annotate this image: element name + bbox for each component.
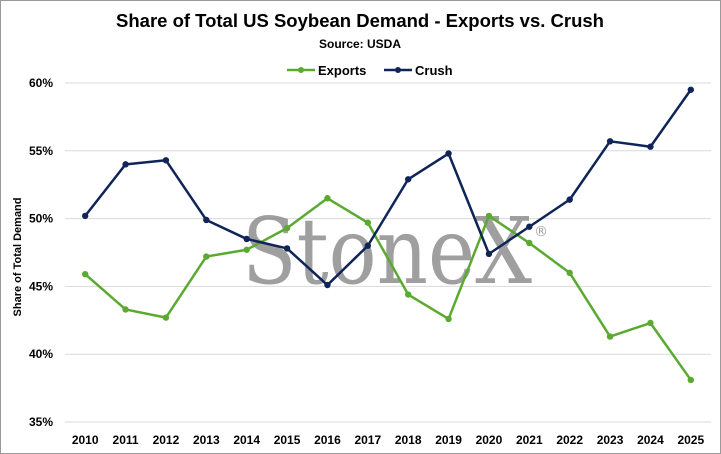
chart-title: Share of Total US Soybean Demand - Expor… — [116, 10, 604, 31]
y-axis-label: Share of Total Demand — [12, 198, 24, 317]
y-tick-labels: 35% 40% 45% 50% 55% 60% — [29, 76, 53, 429]
x-tick-label: 2014 — [233, 433, 260, 447]
data-point-exports — [203, 253, 210, 260]
x-tick-label: 2025 — [677, 433, 704, 447]
series-group — [81, 86, 695, 384]
y-tick-label: 40% — [29, 347, 53, 361]
series-line-crush — [83, 88, 693, 287]
x-tick-label: 2019 — [435, 433, 462, 447]
y-tick-label: 60% — [29, 76, 53, 90]
x-tick-label: 2021 — [516, 433, 543, 447]
x-tick-label: 2013 — [193, 433, 220, 447]
y-tick-label: 55% — [29, 144, 53, 158]
legend-item-crush: Crush — [384, 63, 453, 78]
data-point-crush — [526, 223, 533, 230]
data-point-crush — [203, 216, 210, 224]
data-point-crush — [606, 138, 614, 145]
data-point-exports — [566, 269, 573, 277]
data-point-exports — [81, 270, 89, 278]
data-point-crush — [243, 235, 250, 243]
x-tick-label: 2012 — [153, 433, 180, 447]
data-point-crush — [283, 245, 291, 252]
x-tick-label: 2011 — [113, 433, 139, 447]
legend-marker-crush — [395, 67, 401, 73]
data-point-exports — [364, 219, 372, 226]
data-point-exports — [122, 306, 129, 313]
legend-marker-exports — [298, 67, 304, 73]
x-tick-label: 2020 — [476, 433, 503, 447]
data-point-crush — [445, 150, 452, 157]
gridlines — [65, 82, 711, 423]
data-point-crush — [485, 250, 493, 258]
data-point-crush — [162, 157, 170, 164]
data-point-exports — [526, 239, 533, 247]
legend-label-crush: Crush — [415, 63, 453, 78]
data-point-crush — [404, 176, 412, 183]
y-tick-label: 45% — [29, 279, 53, 293]
y-tick-label: 35% — [29, 415, 53, 429]
data-point-exports — [283, 224, 291, 232]
y-tick-label: 50% — [29, 212, 53, 226]
data-point-crush — [122, 161, 129, 168]
x-tick-labels: 2010 2011 2012 2013 2014 2015 2016 2017 2018 2019… — [72, 433, 705, 447]
series-exports — [81, 195, 695, 384]
x-tick-label: 2010 — [72, 433, 99, 447]
watermark-registered-mark: ® — [534, 224, 548, 240]
legend-label-exports: Exports — [318, 63, 366, 78]
data-point-exports — [324, 195, 331, 202]
data-point-crush — [647, 143, 654, 150]
data-point-exports — [243, 246, 250, 253]
data-point-crush — [364, 242, 372, 249]
data-point-exports — [162, 314, 170, 321]
data-point-crush — [687, 86, 695, 93]
data-point-exports — [647, 319, 654, 327]
data-point-exports — [445, 315, 452, 323]
x-tick-label: 2016 — [314, 433, 341, 447]
data-point-exports — [404, 291, 412, 298]
series-crush — [81, 86, 695, 289]
data-point-exports — [687, 376, 695, 384]
data-point-crush — [566, 196, 573, 203]
x-tick-label: 2017 — [354, 433, 381, 447]
x-tick-label: 2024 — [637, 433, 664, 447]
data-point-crush — [324, 281, 331, 289]
x-tick-label: 2018 — [395, 433, 422, 447]
data-point-exports — [606, 333, 614, 340]
chart-subtitle: Source: USDA — [319, 37, 401, 51]
x-tick-label: 2022 — [556, 433, 583, 447]
data-point-crush — [81, 212, 89, 220]
x-tick-label: 2023 — [597, 433, 624, 447]
x-tick-label: 2015 — [274, 433, 301, 447]
legend-item-exports: Exports — [287, 63, 366, 78]
data-point-exports — [485, 212, 493, 220]
legend: Exports Crush — [287, 63, 453, 78]
series-line-exports — [83, 197, 693, 382]
